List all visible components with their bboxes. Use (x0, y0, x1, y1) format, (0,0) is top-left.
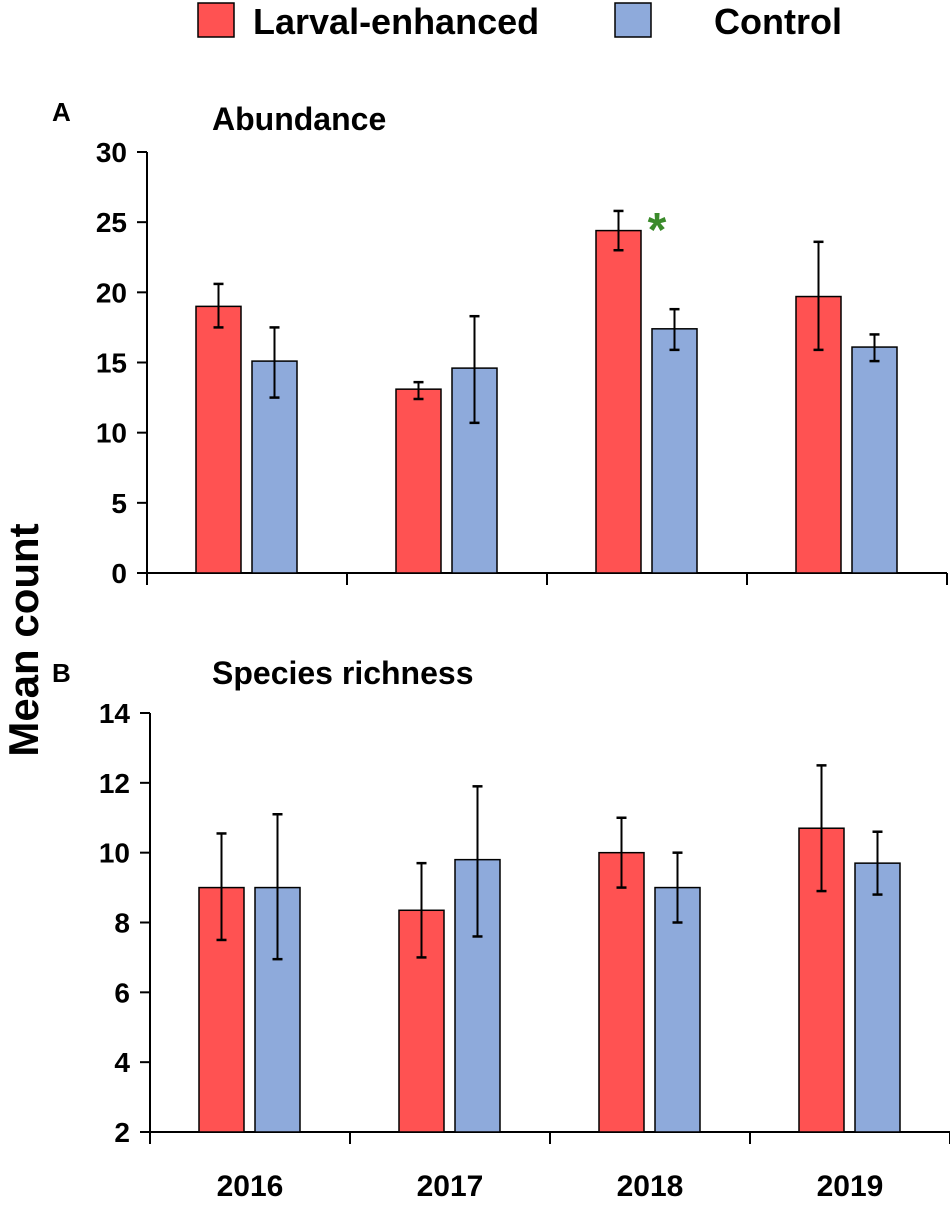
y-axis-label: Mean count (0, 523, 47, 756)
x-tick-label: 2017 (417, 1170, 484, 1202)
y-tick-label: 12 (99, 768, 130, 799)
y-tick-label: 14 (99, 698, 131, 729)
x-tick-label: 2019 (817, 1170, 884, 1202)
panel-b-title: Species richness (212, 655, 473, 691)
y-tick-label: 0 (111, 558, 127, 589)
y-tick-label: 5 (111, 488, 127, 519)
y-tick-label: 6 (114, 977, 130, 1008)
y-tick-label: 30 (96, 137, 127, 168)
bar-larval-enhanced-2017 (395, 388, 442, 574)
bar-control-2016 (251, 360, 298, 574)
panel-a: 0 5 10 15 20 25 30 * (96, 137, 948, 589)
panel-a-letter: A (52, 97, 71, 127)
bar-control-2019 (854, 862, 901, 1133)
bar-larval-enhanced-2018 (598, 851, 645, 1133)
bar-control-2016 (254, 886, 301, 1133)
y-tick-label: 8 (114, 908, 130, 939)
significance-asterisk: * (648, 204, 667, 257)
y-tick-label: 10 (96, 418, 127, 449)
panel-a-title: Abundance (212, 101, 386, 137)
y-tick-label: 2 (114, 1117, 130, 1148)
panel-b: 2 4 6 8 10 12 14 2016 2017 2018 2019 (99, 698, 950, 1203)
legend: Larval-enhanced Control (197, 1, 842, 42)
bar-control-2018 (651, 328, 698, 574)
legend-swatch-control (614, 2, 652, 38)
y-tick-label: 20 (96, 277, 127, 308)
y-tick-label: 15 (96, 348, 127, 379)
bar-larval-enhanced-2018 (595, 229, 642, 574)
legend-swatch-larval (197, 2, 235, 38)
bar-control-2019 (851, 346, 898, 574)
y-tick-label: 4 (114, 1047, 130, 1078)
y-tick-label: 25 (96, 207, 127, 238)
bar-larval-enhanced-2016 (195, 305, 242, 574)
legend-label-control: Control (714, 1, 842, 42)
legend-label-larval: Larval-enhanced (253, 1, 539, 42)
x-tick-label: 2018 (617, 1170, 684, 1202)
x-tick-label: 2016 (217, 1170, 284, 1202)
y-tick-label: 10 (99, 838, 130, 869)
bar-control-2018 (654, 886, 701, 1133)
panel-b-letter: B (52, 658, 71, 688)
